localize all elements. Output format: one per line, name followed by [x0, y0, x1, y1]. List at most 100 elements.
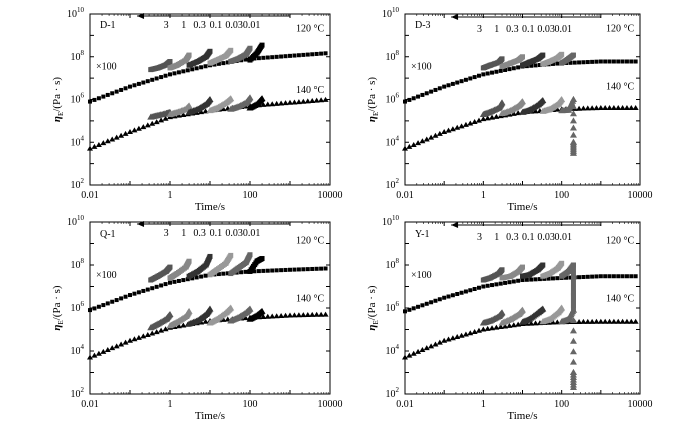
- curve-rate-0_01: [247, 42, 265, 63]
- linear-point: [537, 63, 542, 68]
- data-point: [570, 285, 576, 291]
- linear-point: [300, 312, 307, 318]
- y-axis-label: ηE/(Pa · s): [366, 77, 380, 122]
- x-tick-label: 0.01: [396, 190, 414, 201]
- linear-point: [190, 67, 195, 72]
- rate-label: 0.03: [537, 24, 555, 35]
- curve-rate-0_1: [206, 95, 235, 114]
- data-point: [569, 149, 577, 156]
- linear-point: [424, 91, 429, 96]
- linear-point: [278, 100, 285, 106]
- linear-point: [572, 60, 577, 65]
- linear-point: [319, 266, 324, 271]
- linear-point: [475, 117, 482, 123]
- linear-point: [309, 97, 316, 103]
- linear-point: [468, 288, 473, 293]
- linear-point: [322, 311, 329, 317]
- linear-point: [611, 274, 616, 279]
- linear-point: [274, 268, 279, 273]
- data-point: [519, 306, 526, 313]
- linear-point: [489, 325, 496, 331]
- linear-point: [480, 326, 487, 332]
- linear-point: [149, 120, 156, 126]
- linear-point: [203, 64, 208, 69]
- linear-point: [416, 94, 421, 99]
- linear-point: [323, 266, 328, 271]
- linear-point: [261, 55, 266, 60]
- linear-point: [301, 267, 306, 272]
- data-point: [228, 252, 234, 258]
- x-tick-label: 10000: [628, 399, 653, 410]
- linear-point: [554, 106, 561, 112]
- linear-point: [283, 54, 288, 59]
- linear-point: [410, 350, 417, 356]
- rate-label: 0.03: [537, 232, 555, 243]
- linear-point: [282, 100, 289, 106]
- linear-point: [104, 138, 111, 144]
- linear-point: [292, 53, 297, 58]
- linear-point: [462, 331, 469, 337]
- linear-point: [264, 313, 271, 319]
- linear-point: [168, 280, 172, 285]
- linear-point: [154, 76, 159, 81]
- linear-point: [484, 115, 491, 121]
- linear-point: [181, 69, 186, 74]
- rate-label: 1: [181, 228, 186, 239]
- linear-point: [516, 278, 521, 283]
- data-point: [540, 52, 546, 58]
- linear-point: [407, 307, 412, 312]
- x-tick-label: 1: [168, 190, 173, 201]
- y-tick-label: 1010: [382, 6, 400, 20]
- linear-point: [463, 77, 468, 82]
- data-point: [569, 327, 577, 334]
- linear-point: [502, 323, 509, 329]
- linear-point: [472, 286, 477, 291]
- linear-point: [119, 87, 124, 92]
- data-point: [569, 306, 577, 313]
- data-point: [569, 358, 577, 365]
- linear-point: [144, 122, 151, 128]
- linear-point: [576, 105, 583, 111]
- linear-point: [314, 51, 319, 56]
- linear-point: [537, 277, 542, 282]
- rate-label: 0.3: [506, 24, 519, 35]
- linear-point: [450, 81, 455, 86]
- linear-point: [141, 288, 146, 293]
- linear-point: [406, 352, 413, 358]
- linear-point: [481, 72, 486, 77]
- rate-label: 0.1: [522, 232, 535, 243]
- curve-rate-0_01: [246, 95, 266, 111]
- temp-low-label: 140 °C: [296, 294, 324, 305]
- data-point: [569, 124, 577, 131]
- linear-point: [273, 100, 280, 106]
- linear-point: [481, 284, 486, 289]
- shift-note: ×100: [411, 270, 432, 281]
- linear-point: [432, 341, 439, 347]
- linear-point: [510, 322, 517, 328]
- linear-point: [194, 275, 199, 280]
- linear-point: [123, 86, 128, 91]
- linear-point: [163, 282, 168, 287]
- linear-point: [597, 105, 604, 111]
- linear-point: [256, 56, 261, 61]
- linear-point: [493, 324, 500, 330]
- linear-point: [419, 138, 426, 144]
- data-point: [569, 131, 577, 138]
- rate-label: 1: [181, 20, 186, 31]
- linear-point: [288, 267, 292, 272]
- series-140c: [402, 96, 639, 156]
- linear-point: [411, 96, 416, 101]
- linear-point: [261, 268, 266, 273]
- linear-point: [95, 141, 102, 147]
- linear-point: [555, 276, 560, 281]
- linear-point: [216, 272, 221, 277]
- curve-rate-0_1: [540, 51, 565, 67]
- curve-rate-3: [147, 310, 174, 331]
- rate-label: 0.03: [225, 20, 243, 31]
- linear-point: [620, 274, 625, 279]
- panel-title: Y-1: [415, 229, 429, 240]
- series-120c: [403, 51, 638, 104]
- linear-point: [127, 337, 133, 343]
- linear-point: [594, 274, 599, 279]
- linear-point: [437, 297, 442, 302]
